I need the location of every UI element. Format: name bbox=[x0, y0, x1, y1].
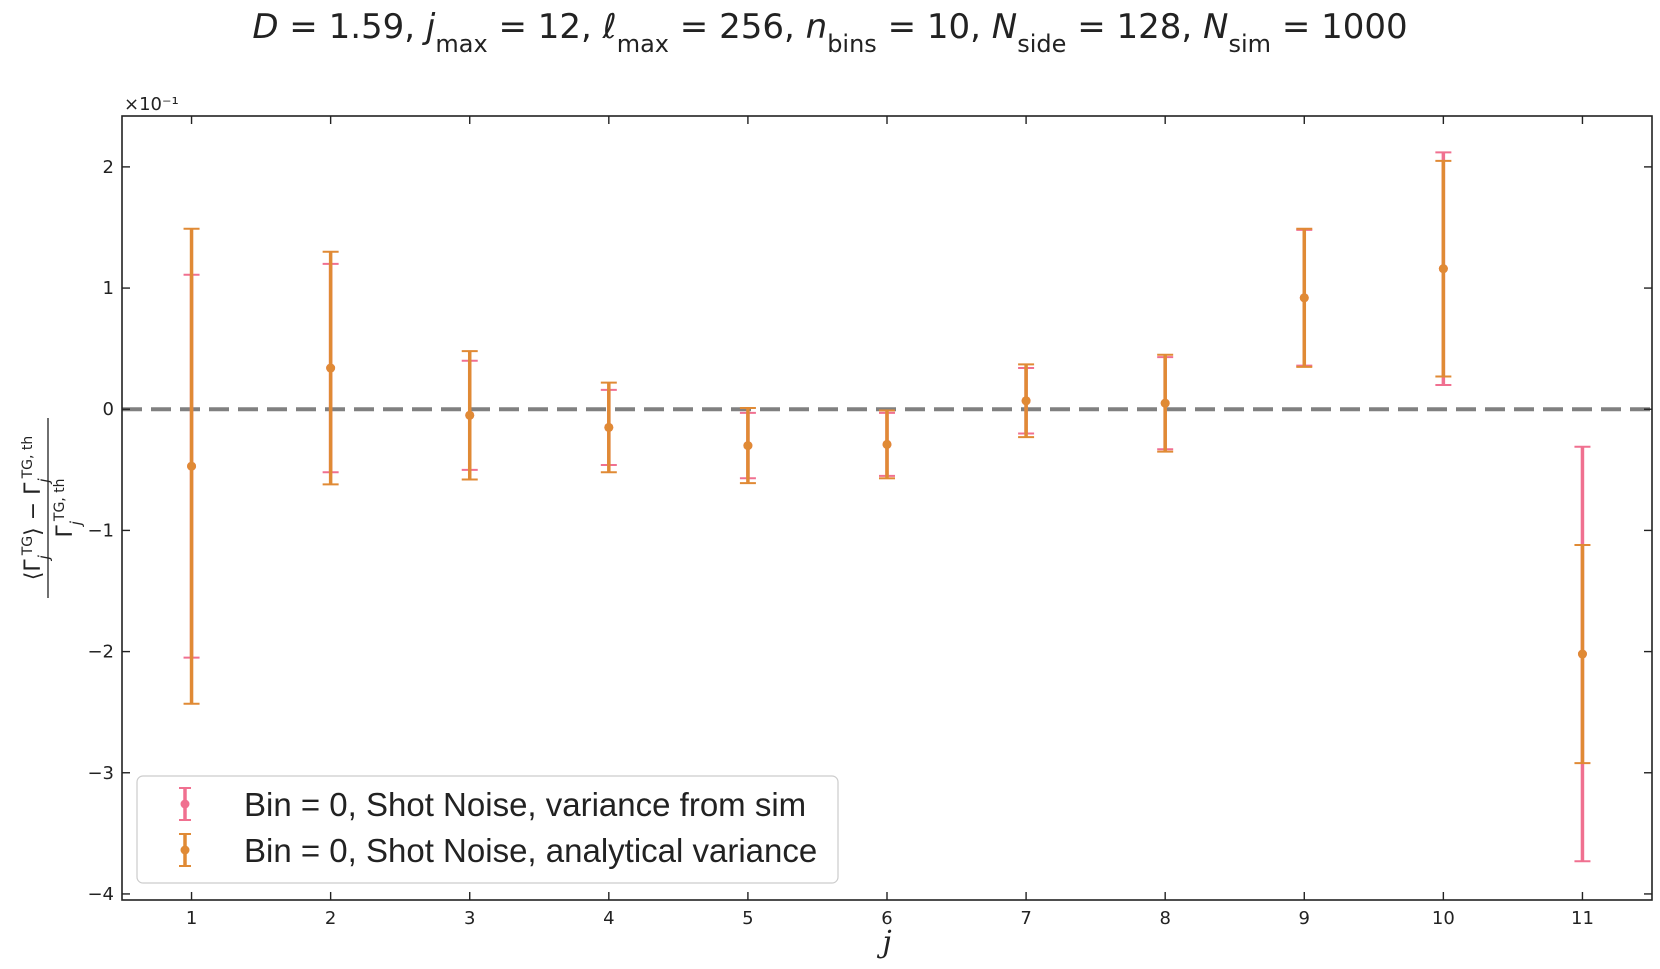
y-tick-label: 0 bbox=[103, 399, 114, 420]
legend-label: Bin = 0, Shot Noise, analytical variance bbox=[244, 832, 817, 869]
y-tick-label: −3 bbox=[87, 763, 114, 784]
legend: Bin = 0, Shot Noise, variance from sim Bi… bbox=[136, 775, 839, 884]
x-tick-label: 3 bbox=[464, 908, 475, 929]
x-tick-label: 4 bbox=[603, 908, 614, 929]
x-axis-label: j bbox=[876, 925, 891, 960]
y-axis-label-denominator: ΓjTG, th bbox=[52, 478, 85, 537]
data-point bbox=[187, 461, 197, 471]
legend-marker-point bbox=[180, 799, 190, 809]
y-tick-label: −1 bbox=[87, 520, 114, 541]
legend-marker-point bbox=[180, 845, 190, 855]
legend-label: Bin = 0, Shot Noise, variance from sim bbox=[244, 786, 806, 823]
data-point bbox=[882, 439, 892, 449]
data-point bbox=[1021, 396, 1031, 406]
y-tick-label: 2 bbox=[103, 157, 114, 178]
series-variance-from-sim bbox=[183, 151, 1591, 863]
data-point bbox=[1577, 649, 1587, 659]
x-tick-label: 11 bbox=[1571, 908, 1594, 929]
data-point bbox=[604, 422, 614, 432]
y-axis-multiplier: ×10⁻¹ bbox=[124, 94, 179, 115]
data-point bbox=[465, 410, 475, 420]
data-point bbox=[1160, 398, 1170, 408]
x-tick-label: 10 bbox=[1432, 908, 1455, 929]
y-axis-label-numerator: ⟨ΓjTG⟩ − ΓjTG, th bbox=[20, 436, 53, 581]
y-tick-label: 1 bbox=[103, 278, 114, 299]
chart-title: D = 1.59, jmax = 12, ℓmax = 256, nbins =… bbox=[252, 7, 1407, 58]
x-tick-label: 7 bbox=[1020, 908, 1031, 929]
x-tick-label: 8 bbox=[1159, 908, 1170, 929]
legend-box bbox=[136, 775, 839, 884]
x-tick-label: 1 bbox=[186, 908, 197, 929]
series-analytical-variance bbox=[183, 159, 1591, 765]
x-tick-label: 9 bbox=[1299, 908, 1310, 929]
data-point bbox=[326, 363, 336, 373]
x-tick-label: 5 bbox=[742, 908, 753, 929]
y-tick-label: −4 bbox=[87, 884, 114, 905]
data-point bbox=[1299, 293, 1309, 303]
data-point bbox=[743, 441, 753, 451]
y-tick-label: −2 bbox=[87, 642, 114, 663]
x-tick-label: 6 bbox=[881, 908, 892, 929]
x-tick-label: 2 bbox=[325, 908, 336, 929]
data-point bbox=[1438, 264, 1448, 274]
